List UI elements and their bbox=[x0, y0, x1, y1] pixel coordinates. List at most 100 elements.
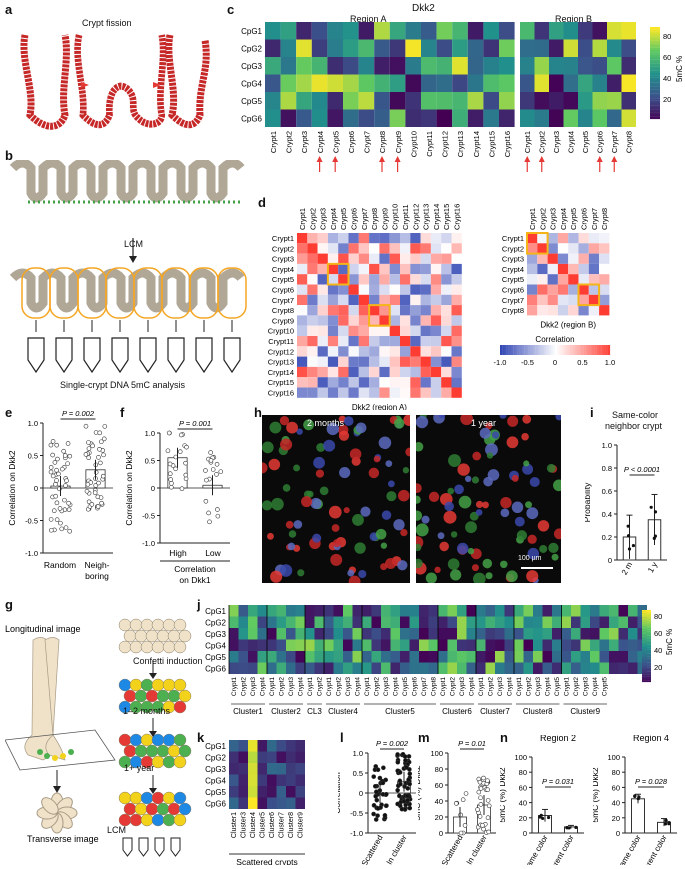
data-point bbox=[89, 502, 95, 507]
heat-cell bbox=[343, 39, 359, 57]
heat-cell bbox=[238, 639, 248, 651]
data-point bbox=[97, 430, 103, 436]
cell bbox=[551, 553, 559, 561]
heat-cell bbox=[436, 92, 453, 110]
heat-cell bbox=[327, 74, 343, 92]
heat-cell bbox=[571, 651, 581, 663]
data-point bbox=[402, 754, 408, 759]
heat-cell bbox=[563, 92, 578, 110]
heat-cell bbox=[229, 639, 239, 651]
data-point bbox=[90, 443, 95, 449]
heat-cell bbox=[311, 74, 328, 92]
cell bbox=[413, 543, 422, 552]
corr-cell bbox=[451, 336, 462, 347]
heat-cell bbox=[229, 605, 239, 617]
corr-cell bbox=[358, 315, 370, 326]
heat-cell bbox=[267, 639, 277, 651]
corr-cell bbox=[317, 387, 328, 398]
heat-cell bbox=[280, 57, 297, 75]
corr-cell bbox=[348, 263, 359, 275]
panel-letter-l: l bbox=[340, 730, 344, 745]
cell bbox=[522, 414, 532, 424]
heat-cell bbox=[257, 662, 267, 674]
crypt-label: Crypt1 bbox=[269, 677, 276, 697]
crypt-label: Crypt1 bbox=[564, 677, 571, 697]
corr-cell bbox=[327, 294, 339, 306]
corr-cell bbox=[441, 284, 452, 295]
corr-cell bbox=[557, 274, 569, 285]
heat-cell bbox=[618, 639, 628, 651]
corr-cell bbox=[420, 233, 431, 244]
corr-cell bbox=[389, 253, 400, 264]
heat-cell bbox=[267, 662, 277, 674]
data-point bbox=[59, 526, 65, 532]
heat-cell bbox=[590, 605, 600, 617]
heat-cell bbox=[389, 74, 406, 92]
crypt-label: Crypt1 bbox=[364, 677, 371, 697]
colorbar-step bbox=[650, 73, 660, 76]
heat-cell bbox=[343, 109, 359, 127]
heat-cell bbox=[362, 605, 372, 617]
heat-cell bbox=[476, 662, 486, 674]
cat-label: Neigh- bbox=[84, 560, 109, 570]
cell bbox=[465, 521, 477, 534]
heat-cell bbox=[314, 628, 324, 640]
heat-cell bbox=[483, 92, 499, 110]
legend-step bbox=[590, 345, 593, 355]
col-label: Crypt2 bbox=[308, 208, 317, 230]
legend-step bbox=[561, 345, 564, 355]
heat-cell bbox=[343, 651, 353, 663]
cell bbox=[555, 412, 564, 421]
colorbar-tick: 80 bbox=[654, 612, 662, 621]
crypt-label: Crypt3 bbox=[497, 677, 504, 697]
confetti-diagram: Longitudinal image Transverse image bbox=[5, 618, 192, 857]
cell bbox=[326, 422, 339, 436]
crypt-label: Crypt4 bbox=[469, 677, 476, 697]
legend-step bbox=[533, 345, 536, 355]
cell bbox=[331, 524, 340, 532]
y-tick-label: 60 bbox=[612, 783, 620, 792]
panel-letter-c: c bbox=[227, 2, 235, 17]
heat-cell bbox=[324, 605, 334, 617]
row-label: Crypt13 bbox=[268, 358, 294, 367]
cell bbox=[287, 542, 296, 551]
heat-cell bbox=[466, 605, 476, 617]
data-point bbox=[375, 767, 381, 773]
heat-cell bbox=[542, 639, 552, 651]
y-tick-label: 0.5 bbox=[145, 457, 155, 466]
data-point bbox=[166, 430, 172, 436]
heat-cell bbox=[296, 74, 312, 92]
data-point bbox=[54, 467, 59, 473]
heat-cell bbox=[609, 662, 619, 674]
corr-cell bbox=[537, 305, 548, 316]
heat-cell bbox=[485, 651, 495, 663]
corr-cell bbox=[400, 274, 411, 285]
heat-cell bbox=[374, 74, 390, 92]
data-point bbox=[541, 816, 545, 821]
heat-cell bbox=[390, 639, 400, 651]
data-point bbox=[546, 815, 551, 820]
panel-letter-a: a bbox=[5, 2, 13, 17]
red-arrow-head bbox=[538, 156, 545, 162]
y-tick-label: -1.0 bbox=[25, 549, 38, 558]
heat-cell bbox=[374, 109, 390, 127]
red-arrow-head bbox=[379, 156, 385, 162]
cell bbox=[352, 513, 364, 526]
corr-cell bbox=[317, 233, 328, 244]
heat-cell bbox=[362, 651, 372, 663]
cell bbox=[270, 570, 283, 583]
heat-cell bbox=[578, 92, 593, 110]
corr-cell bbox=[338, 346, 349, 357]
heat-cell bbox=[314, 639, 324, 651]
corr-cell bbox=[400, 315, 411, 326]
corr-cell bbox=[369, 325, 380, 336]
y-tick-label: 0 bbox=[439, 829, 443, 838]
heat-cell bbox=[452, 39, 468, 57]
corr-cell bbox=[348, 253, 359, 264]
data-point bbox=[478, 802, 484, 807]
legend-step bbox=[585, 345, 589, 355]
heat-cell bbox=[495, 662, 505, 674]
heat-cell bbox=[311, 92, 328, 110]
heat-cell bbox=[409, 628, 419, 640]
heat-cell bbox=[534, 39, 549, 57]
